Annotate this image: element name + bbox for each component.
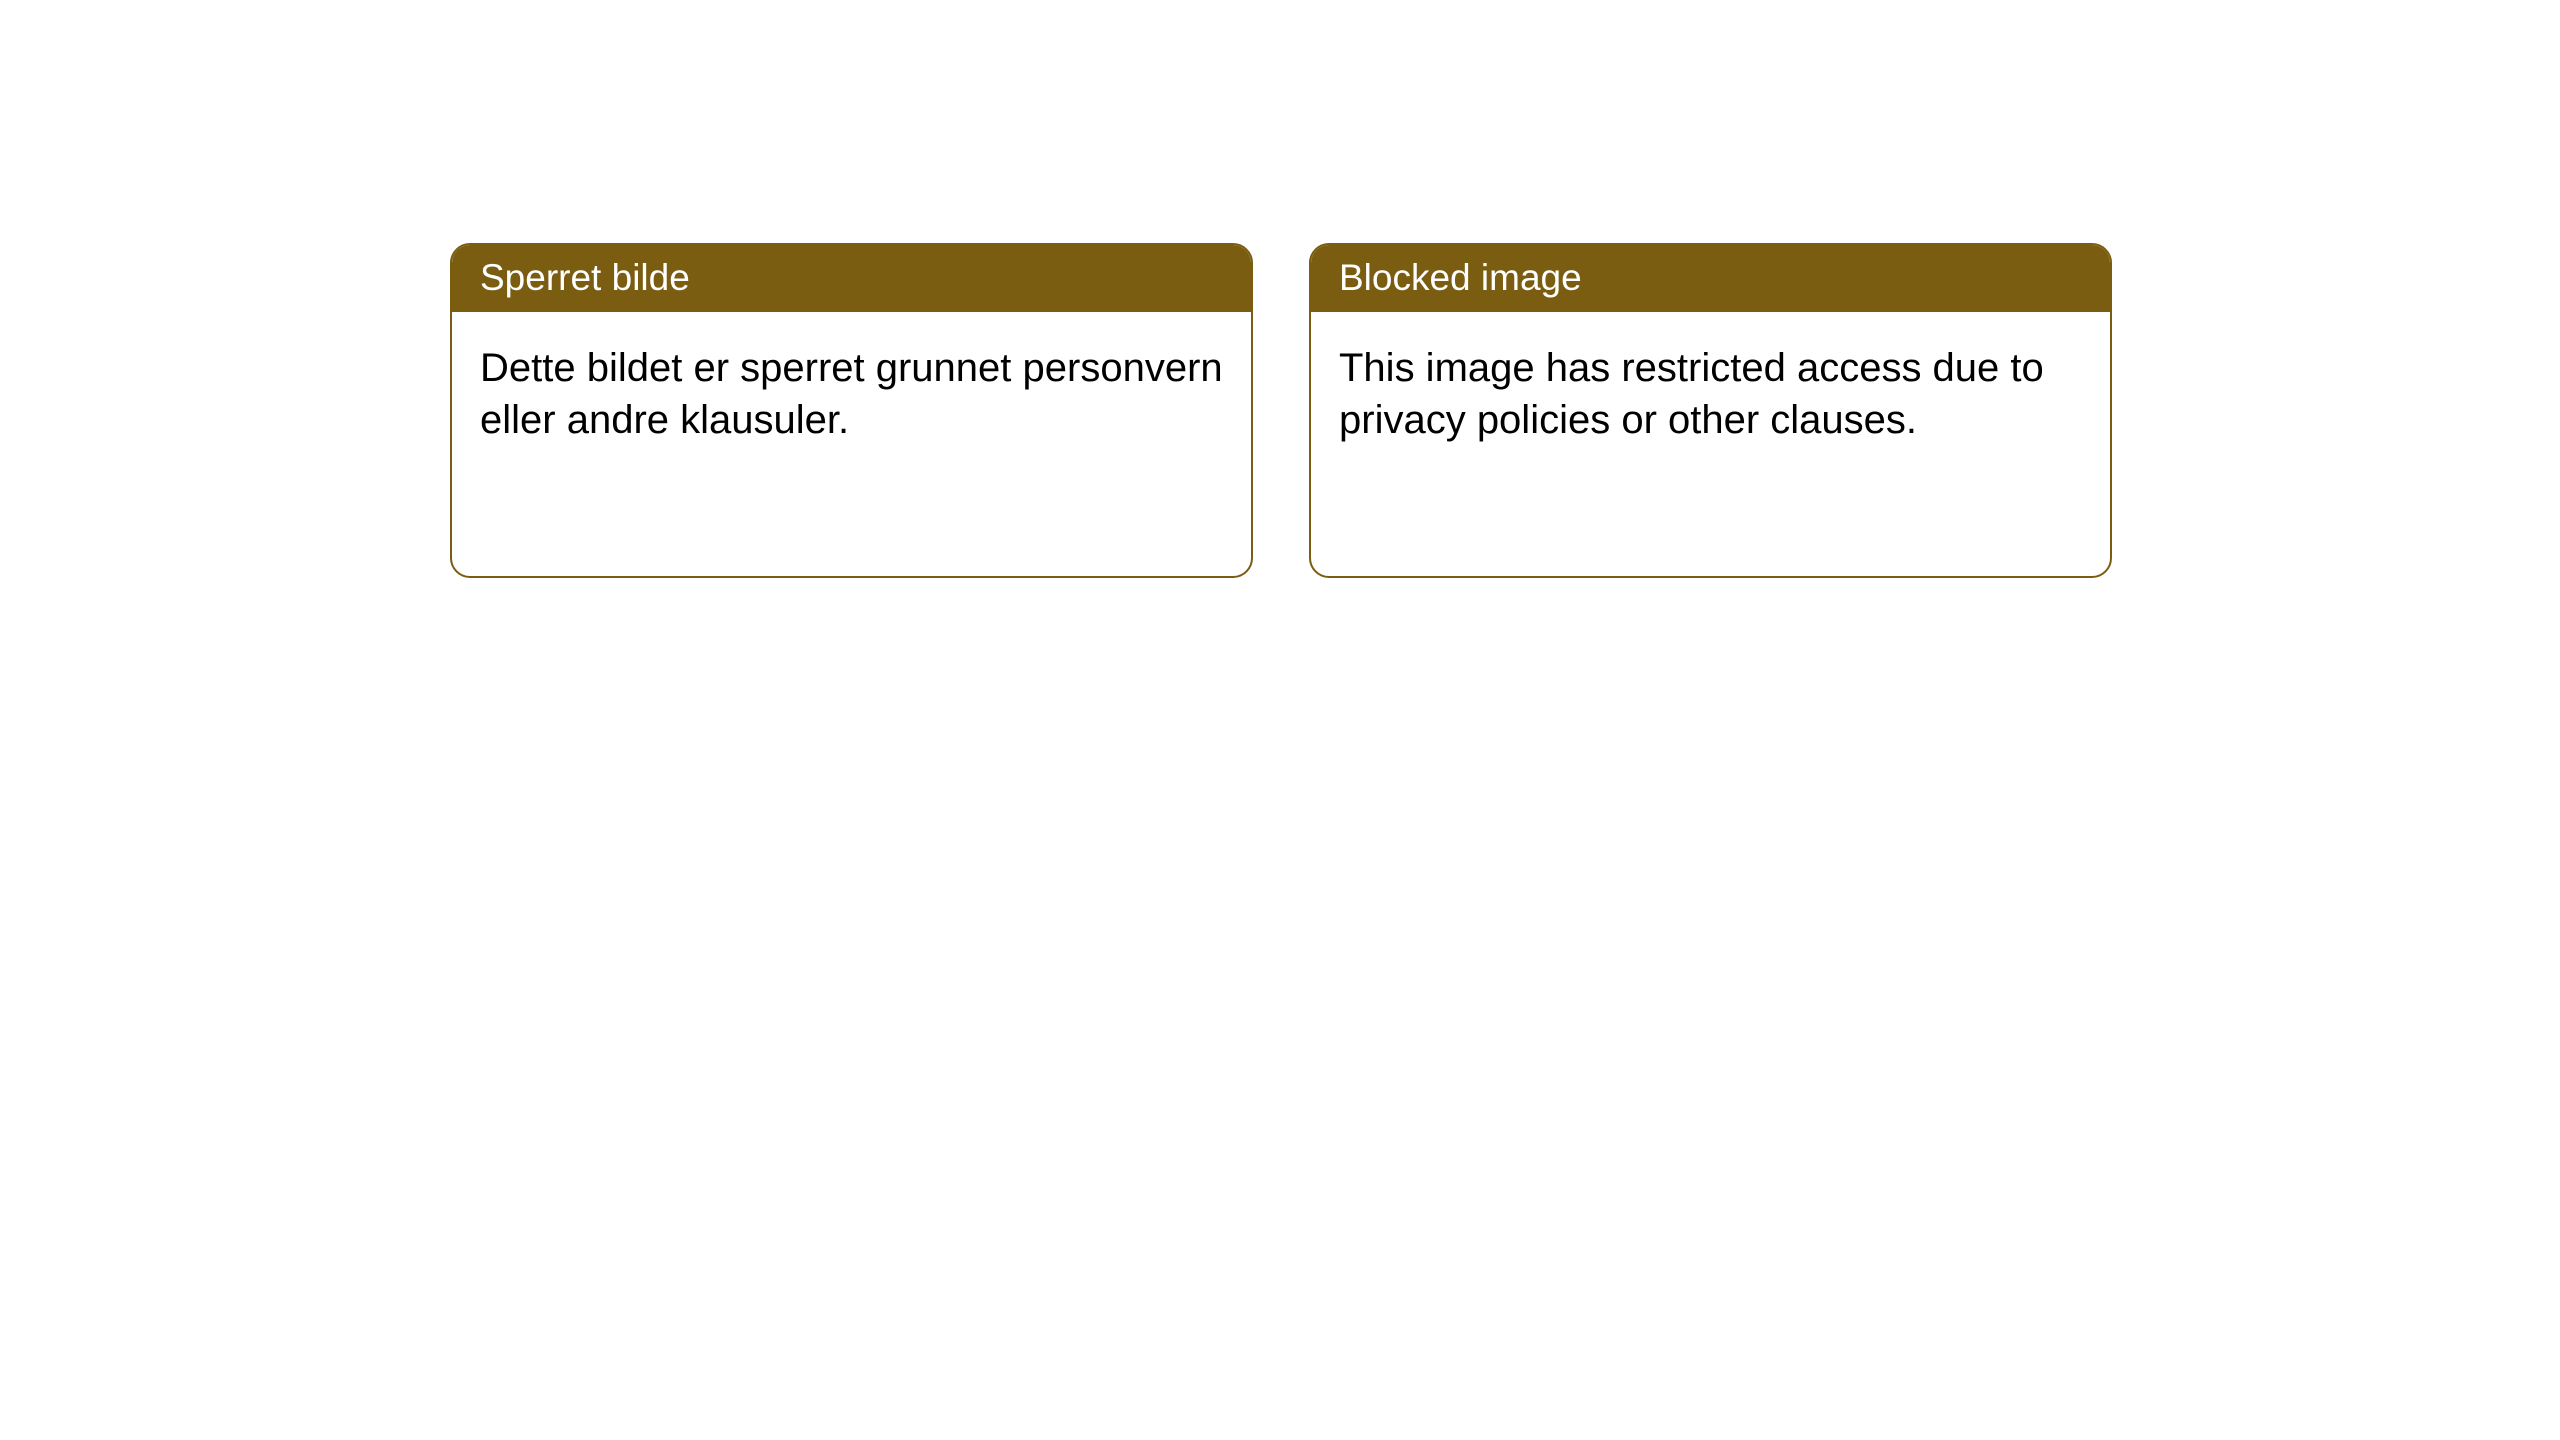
notice-card-norwegian: Sperret bilde Dette bildet er sperret gr… [450, 243, 1253, 578]
notice-body-english: This image has restricted access due to … [1311, 312, 2110, 476]
notice-card-english: Blocked image This image has restricted … [1309, 243, 2112, 578]
notice-header-norwegian: Sperret bilde [452, 245, 1251, 312]
notice-body-norwegian: Dette bildet er sperret grunnet personve… [452, 312, 1251, 476]
notice-header-english: Blocked image [1311, 245, 2110, 312]
notice-container: Sperret bilde Dette bildet er sperret gr… [0, 0, 2560, 578]
